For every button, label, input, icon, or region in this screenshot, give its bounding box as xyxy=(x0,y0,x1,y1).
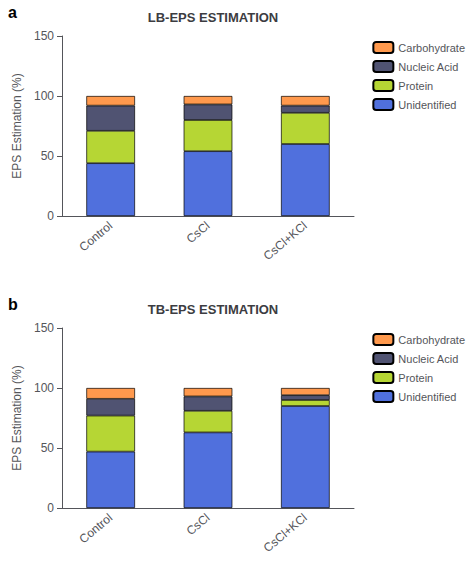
svg-text:Nucleic Acid: Nucleic Acid xyxy=(398,61,458,73)
svg-text:Control: Control xyxy=(77,219,116,255)
svg-text:EPS Estimation (%): EPS Estimation (%) xyxy=(10,73,24,178)
svg-text:150: 150 xyxy=(34,321,54,335)
svg-text:CsCl: CsCl xyxy=(184,511,213,538)
svg-text:Protein: Protein xyxy=(398,372,433,384)
svg-text:EPS Estimation (%): EPS Estimation (%) xyxy=(10,365,24,470)
svg-text:TB-EPS ESTIMATION: TB-EPS ESTIMATION xyxy=(148,302,278,317)
svg-text:a: a xyxy=(8,4,17,21)
svg-text:0: 0 xyxy=(47,209,54,223)
svg-text:CsCl+KCl: CsCl+KCl xyxy=(261,219,310,263)
svg-text:Protein: Protein xyxy=(398,80,433,92)
svg-text:100: 100 xyxy=(34,89,54,103)
svg-text:CsCl+KCl: CsCl+KCl xyxy=(261,511,310,555)
svg-text:b: b xyxy=(8,296,18,313)
svg-text:50: 50 xyxy=(41,441,55,455)
svg-text:Unidentified: Unidentified xyxy=(398,391,456,403)
svg-text:Control: Control xyxy=(77,511,116,547)
svg-text:0: 0 xyxy=(47,501,54,515)
svg-text:Carbohydrate: Carbohydrate xyxy=(398,334,465,346)
svg-text:Unidentified: Unidentified xyxy=(398,99,456,111)
svg-text:150: 150 xyxy=(34,29,54,43)
svg-text:100: 100 xyxy=(34,381,54,395)
svg-text:Carbohydrate: Carbohydrate xyxy=(398,42,465,54)
svg-text:50: 50 xyxy=(41,149,55,163)
svg-text:LB-EPS ESTIMATION: LB-EPS ESTIMATION xyxy=(148,10,278,25)
svg-text:Nucleic Acid: Nucleic Acid xyxy=(398,353,458,365)
svg-text:CsCl: CsCl xyxy=(184,219,213,246)
